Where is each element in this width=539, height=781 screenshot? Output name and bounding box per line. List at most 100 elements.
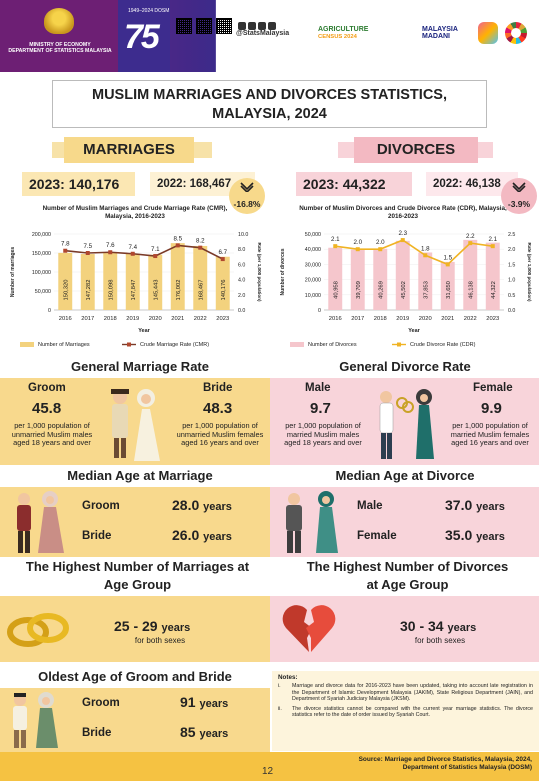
y-tick-label: 30,000 (305, 262, 321, 268)
bar-data-label: 46,138 (468, 281, 474, 299)
rate-data-label: 2.3 (398, 230, 407, 237)
y2-axis-label: Rate (per 1,000 population) (257, 243, 262, 302)
x-tick-label: 2019 (396, 316, 409, 322)
x-tick-label: 2022 (194, 316, 207, 322)
rate-data-label: 2.1 (488, 236, 497, 243)
qr-code-icon[interactable] (196, 18, 212, 34)
note-index: ii. (278, 706, 282, 713)
marriages-total-previous: 2022: 168,467 (150, 172, 255, 196)
rate-data-label: 8.2 (196, 238, 205, 245)
marriages-change-value: -16.8% (233, 199, 261, 209)
bar-data-label: 176,002 (176, 280, 182, 301)
qr-code-icon[interactable] (176, 18, 192, 34)
legend-bar-swatch (290, 342, 304, 347)
bar (58, 252, 73, 310)
source-line1: Source: Marriage and Divorce Statistics,… (358, 756, 532, 763)
median-female-value: 35.0 years (445, 527, 505, 543)
male-divorce-rate-desc: per 1,000 population of married Muslim m… (284, 421, 362, 448)
bar (485, 242, 500, 310)
median-female-unit: years (476, 531, 505, 543)
rate-point (468, 241, 473, 246)
bar (373, 248, 388, 310)
bar (418, 252, 433, 310)
rate-point (198, 245, 203, 250)
y-axis-label: Number of marriages (10, 247, 16, 298)
y2-tick-label: 2.5 (508, 232, 515, 238)
rate-point (85, 251, 90, 255)
bar (103, 252, 118, 310)
oldest-groom-number: 91 (180, 694, 196, 710)
oldest-groom-value: 91 years (180, 694, 228, 710)
bar (395, 240, 410, 310)
rate-data-label: 2.2 (466, 233, 475, 240)
rate-point (355, 247, 360, 252)
male-divorce-rate-label: Male (305, 382, 331, 394)
rate-point (130, 251, 135, 256)
bar (170, 243, 185, 310)
down-arrow-icon (512, 182, 526, 192)
rate-data-label: 7.6 (106, 242, 115, 249)
bride-rate-value: 48.3 (203, 400, 233, 417)
x-tick-label: 2021 (171, 316, 184, 322)
bar-data-label: 168,467 (198, 280, 204, 301)
y2-tick-label: 4.0 (238, 278, 245, 284)
groom-rate-desc: per 1,000 population of unmarried Muslim… (11, 421, 93, 448)
page-title: MUSLIM MARRIAGES AND DIVORCES STATISTICS… (52, 80, 487, 128)
bar-data-label: 140,176 (221, 280, 227, 301)
highest-divorce-heading: The Highest Number of Divorces at Age Gro… (285, 558, 530, 594)
man-woman-illustration (286, 491, 338, 553)
bar-data-label: 147,847 (131, 280, 137, 301)
x-axis-label: Year (408, 328, 420, 334)
bar (193, 245, 208, 310)
x-tick-label: 2021 (441, 316, 454, 322)
divorces-chart: 0 10,000 20,000 30,000 40,000 50,000 0.0 0.5 1.0… (280, 230, 532, 348)
page-number: 12 (262, 766, 274, 777)
bar (440, 261, 455, 310)
note-text: The divorce statistics cannot be compare… (292, 706, 533, 719)
y-axis-label: Number of divorces (280, 248, 286, 295)
y2-tick-label: 8.0 (238, 247, 245, 253)
x-tick-label: 2023 (216, 316, 229, 322)
x-tick-label: 2022 (464, 316, 477, 322)
ministry-block: MINISTRY OF ECONOMY DEPARTMENT OF STATIS… (0, 0, 118, 72)
highest-marriage-sub: for both sexes (134, 636, 186, 645)
female-divorce-rate-value: 9.9 (481, 400, 502, 417)
tiktok-icon[interactable] (268, 22, 276, 30)
divorces-change-value: -3.9% (507, 199, 531, 209)
source-note: Source: Marriage and Divorce Statistics,… (300, 756, 532, 772)
y2-tick-label: 2.0 (238, 293, 245, 299)
rate-point (490, 244, 495, 249)
x-icon[interactable] (248, 22, 256, 30)
rate-data-label: 2.0 (376, 239, 385, 246)
facebook-icon[interactable] (238, 22, 246, 30)
groom-rate-label: Groom (28, 382, 66, 394)
bar (80, 254, 95, 310)
median-groom-unit: years (203, 501, 232, 513)
rate-point (175, 243, 180, 248)
y2-tick-label: 0.0 (238, 308, 245, 314)
bar-data-label: 31,650 (446, 281, 452, 299)
source-line2: Department of Statistics Malaysia (DOSM) (402, 764, 532, 771)
rate-point (423, 253, 428, 258)
x-tick-label: 2016 (59, 316, 72, 322)
madani-line2: MADANI (422, 33, 450, 40)
broken-heart-icon (282, 605, 336, 652)
y-tick-label: 0 (318, 308, 321, 314)
general-marriage-rate-heading: General Marriage Rate (70, 359, 209, 374)
x-tick-label: 2020 (149, 316, 162, 322)
social-icons[interactable] (238, 17, 278, 35)
y-tick-label: 100,000 (32, 270, 51, 276)
highest-marriage-heading: The Highest Number of Marriages at Age Gr… (10, 558, 265, 594)
divorces-total-previous: 2022: 46,138 (426, 172, 518, 196)
census-line2: CENSUS 2024 (318, 34, 357, 40)
social-handle[interactable]: @StatsMalaysia (236, 30, 290, 37)
title-line1: MUSLIM MARRIAGES AND DIVORCES STATISTICS… (92, 87, 447, 103)
female-divorce-rate-label: Female (473, 382, 513, 394)
ministry-name: MINISTRY OF ECONOMY DEPARTMENT OF STATIS… (8, 42, 112, 54)
x-tick-label: 2023 (486, 316, 499, 322)
oldest-bride-value: 85 years (180, 724, 228, 740)
youtube-icon[interactable] (258, 22, 266, 30)
qr-code-icon[interactable] (216, 18, 232, 34)
rate-data-label: 7.8 (61, 241, 70, 248)
general-divorce-rate-heading: General Divorce Rate (339, 359, 471, 374)
